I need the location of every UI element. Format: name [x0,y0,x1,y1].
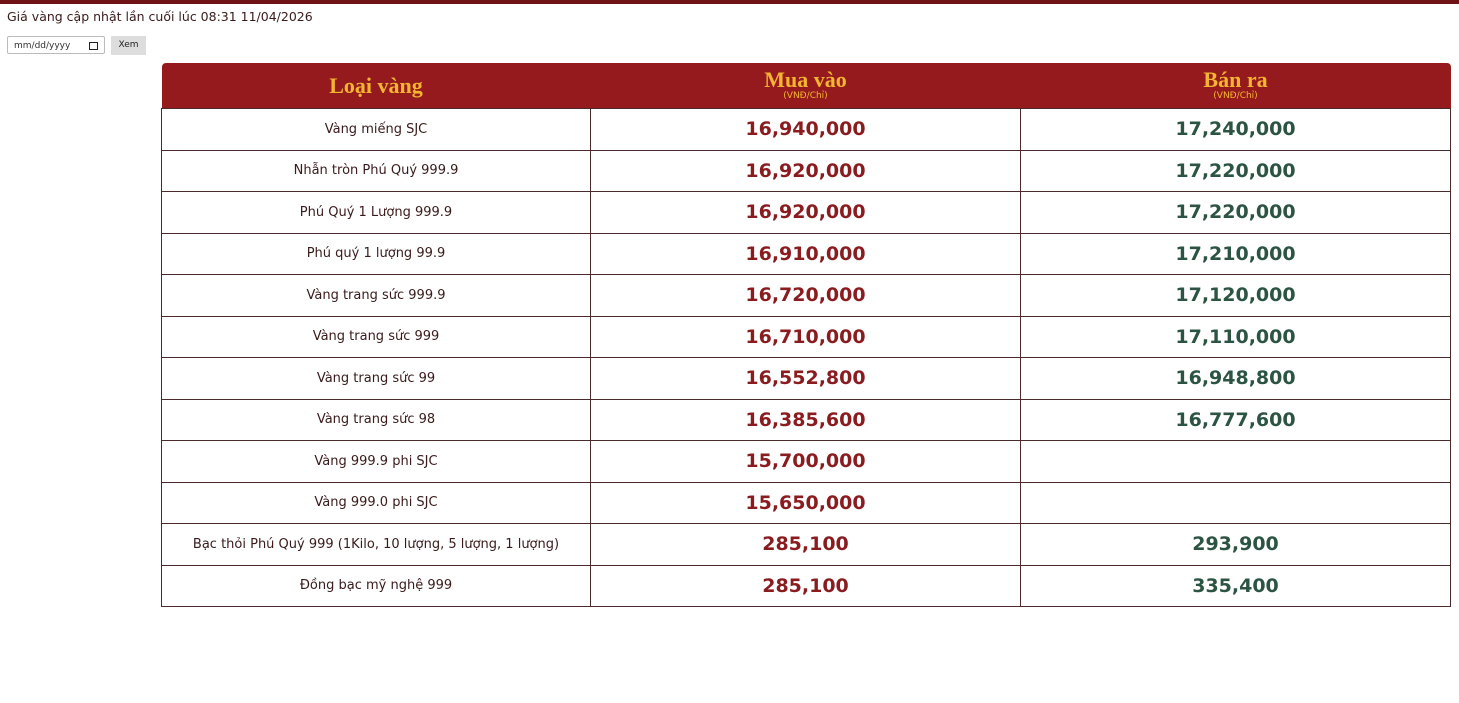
header-row: Loại vàng Mua vào (VNĐ/Chỉ) Bán ra (VNĐ/Chỉ) [161,63,1451,109]
column-unit: (VNĐ/Chỉ) [783,91,828,101]
table-body: Vàng miếng SJC 16,940,000 17,240,000 Nhẫn t… [161,108,1451,607]
price-row: Vàng trang sức 999 16,710,000 17,110,000 [161,315,1451,358]
sell-price: 17,210,000 [1020,232,1451,275]
gold-type: Vàng trang sức 99 [161,357,591,400]
column-header: Bán ra (VNĐ/Chỉ) [1020,63,1451,109]
buy-price: 15,650,000 [590,481,1021,524]
sell-price: 17,240,000 [1020,108,1451,151]
sell-price: 293,900 [1020,523,1451,566]
sell-price: 335,400 [1020,564,1451,607]
price-row: Vàng trang sức 98 16,385,600 16,777,600 [161,398,1451,441]
gold-type: Vàng 999.0 phi SJC [161,481,591,524]
gold-type: Vàng trang sức 999.9 [161,274,591,317]
buy-price: 16,910,000 [590,232,1021,275]
gold-type: Nhẫn tròn Phú Quý 999.9 [161,149,591,192]
column-header: Loại vàng [161,63,591,109]
date-placeholder: mm/dd/yyyy [14,41,71,51]
buy-price: 15,700,000 [590,440,1021,483]
gold-type: Vàng 999.9 phi SJC [161,440,591,483]
gold-type: Vàng trang sức 98 [161,398,591,441]
column-title: Mua vào [764,67,847,92]
column-header: Mua vào (VNĐ/Chỉ) [590,63,1021,109]
gold-type: Phú quý 1 lượng 99.9 [161,232,591,275]
gold-type: Phú Quý 1 Lượng 999.9 [161,191,591,234]
price-row: Phú Quý 1 Lượng 999.9 16,920,000 17,220,00… [161,191,1451,234]
column-unit: (VNĐ/Chỉ) [1213,91,1258,101]
buy-price: 16,385,600 [590,398,1021,441]
gold-type: Đồng bạc mỹ nghệ 999 [161,564,591,607]
price-row: Vàng miếng SJC 16,940,000 17,240,000 [161,108,1451,151]
gold-type: Bạc thỏi Phú Quý 999 (1Kilo, 10 lượng, 5… [161,523,591,566]
sell-price: 16,948,800 [1020,357,1451,400]
sell-price: 17,220,000 [1020,149,1451,192]
view-button[interactable]: Xem [111,36,146,55]
buy-price: 285,100 [590,564,1021,607]
price-row: Vàng trang sức 99 16,552,800 16,948,800 [161,357,1451,400]
sell-price: 17,220,000 [1020,191,1451,234]
buy-price: 16,552,800 [590,357,1021,400]
sell-price [1020,440,1451,483]
price-table: Loại vàng Mua vào (VNĐ/Chỉ) Bán ra (VNĐ/Chỉ)… [161,63,1451,607]
price-row: Đồng bạc mỹ nghệ 999 285,100 335,400 [161,564,1451,607]
sell-price: 17,120,000 [1020,274,1451,317]
buy-price: 16,920,000 [590,149,1021,192]
column-title: Bán ra [1203,67,1268,92]
gold-type: Vàng trang sức 999 [161,315,591,358]
update-time: Giá vàng cập nhật lần cuối lúc 08:31 11/… [7,9,313,24]
price-row: Vàng 999.9 phi SJC 15,700,000 [161,440,1451,483]
buy-price: 16,710,000 [590,315,1021,358]
buy-price: 16,940,000 [590,108,1021,151]
buy-price: 16,720,000 [590,274,1021,317]
sell-price: 16,777,600 [1020,398,1451,441]
price-row: Phú quý 1 lượng 99.9 16,910,000 17,210,000 [161,232,1451,275]
sell-price: 17,110,000 [1020,315,1451,358]
top-bar [0,0,1459,4]
date-input[interactable]: mm/dd/yyyy [7,36,105,54]
sell-price [1020,481,1451,524]
price-row: Nhẫn tròn Phú Quý 999.9 16,920,000 17,220,… [161,149,1451,192]
gold-type: Vàng miếng SJC [161,108,591,151]
price-row: Vàng trang sức 999.9 16,720,000 17,120,000 [161,274,1451,317]
buy-price: 285,100 [590,523,1021,566]
calendar-icon [89,42,98,50]
column-title: Loại vàng [329,72,423,98]
price-row: Bạc thỏi Phú Quý 999 (1Kilo, 10 lượng, 5… [161,523,1451,566]
buy-price: 16,920,000 [590,191,1021,234]
price-row: Vàng 999.0 phi SJC 15,650,000 [161,481,1451,524]
